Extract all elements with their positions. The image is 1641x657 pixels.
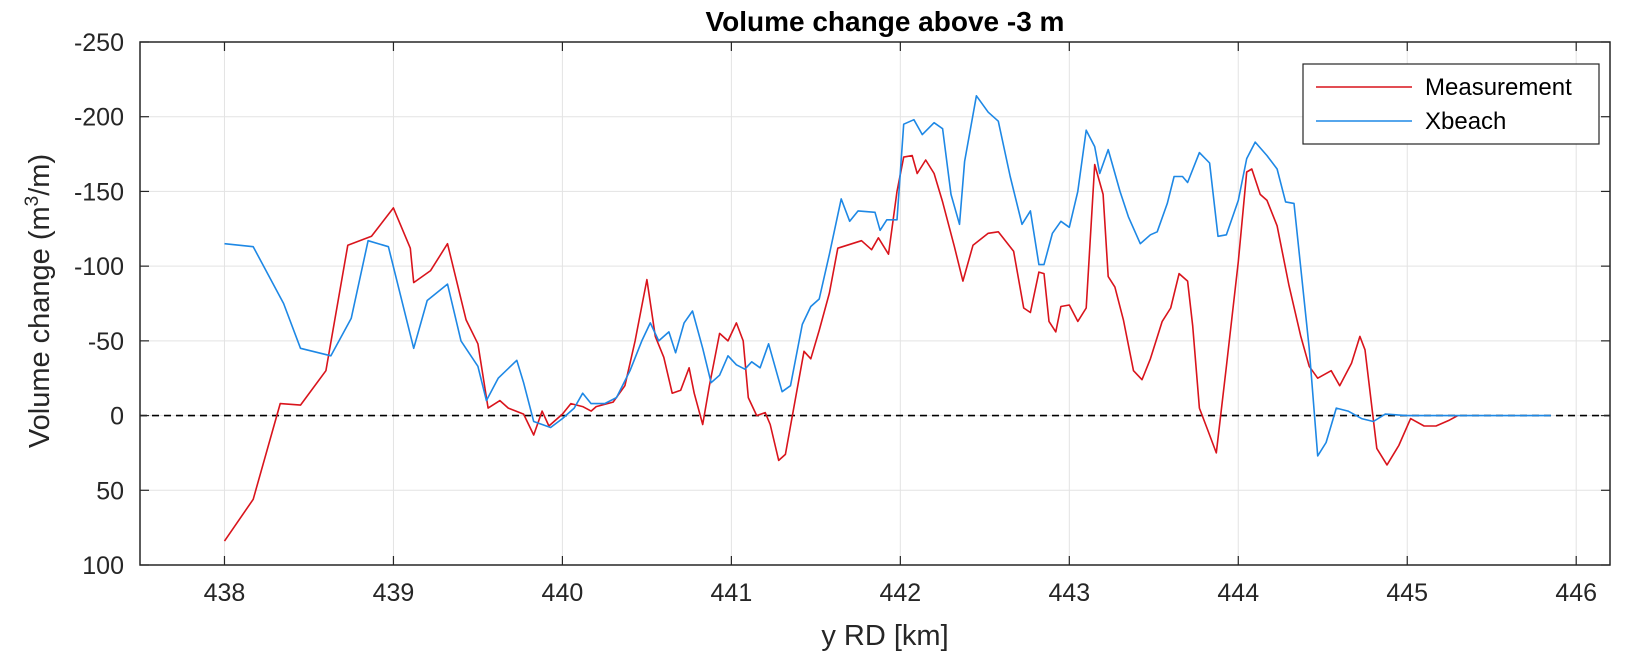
y-tick-label: -100 bbox=[74, 253, 124, 281]
y-tick-label: 100 bbox=[82, 552, 124, 580]
chart-title: Volume change above -3 m bbox=[706, 6, 1065, 37]
x-tick-label: 444 bbox=[1217, 579, 1259, 607]
series-line-xbeach bbox=[224, 95, 1551, 457]
legend-label-measurement: Measurement bbox=[1425, 74, 1572, 101]
x-axis-label: y RD [km] bbox=[821, 620, 948, 652]
legend-box bbox=[1302, 63, 1600, 145]
y-tick-labels: -250 -200 -150 -100 -50 0 50 100 bbox=[74, 29, 124, 580]
y-tick-label: 50 bbox=[96, 477, 124, 505]
series-line-measurement bbox=[223, 154, 1459, 542]
y-tick-label: -200 bbox=[74, 104, 124, 132]
y-tick-label: -150 bbox=[74, 178, 124, 206]
x-tick-label: 439 bbox=[373, 579, 415, 607]
y-axis-label-main: Volume change (m bbox=[24, 206, 56, 448]
x-tick-label: 438 bbox=[204, 579, 246, 607]
y-axis-label-tail: /m) bbox=[24, 154, 56, 196]
x-tick-label: 440 bbox=[542, 579, 584, 607]
axis-ticks bbox=[140, 41, 1610, 566]
series-layer bbox=[223, 95, 1551, 542]
x-tick-label: 445 bbox=[1386, 579, 1428, 607]
plot-area-frame bbox=[139, 41, 1611, 566]
y-tick-label: -50 bbox=[88, 328, 124, 356]
y-axis-label-superscript: 3 bbox=[22, 196, 43, 207]
y-axis-label: Volume change (m3/m) bbox=[22, 154, 56, 448]
x-tick-label: 442 bbox=[879, 579, 921, 607]
x-tick-label: 441 bbox=[711, 579, 753, 607]
x-tick-label: 446 bbox=[1555, 579, 1597, 607]
legend-label-xbeach: Xbeach bbox=[1425, 108, 1506, 135]
y-tick-label: -250 bbox=[74, 29, 124, 57]
legend: Measurement Xbeach bbox=[1302, 63, 1600, 145]
y-tick-label: 0 bbox=[110, 403, 124, 431]
x-tick-labels: 438 439 440 441 442 443 444 445 446 bbox=[204, 579, 1597, 607]
x-tick-label: 443 bbox=[1048, 579, 1090, 607]
